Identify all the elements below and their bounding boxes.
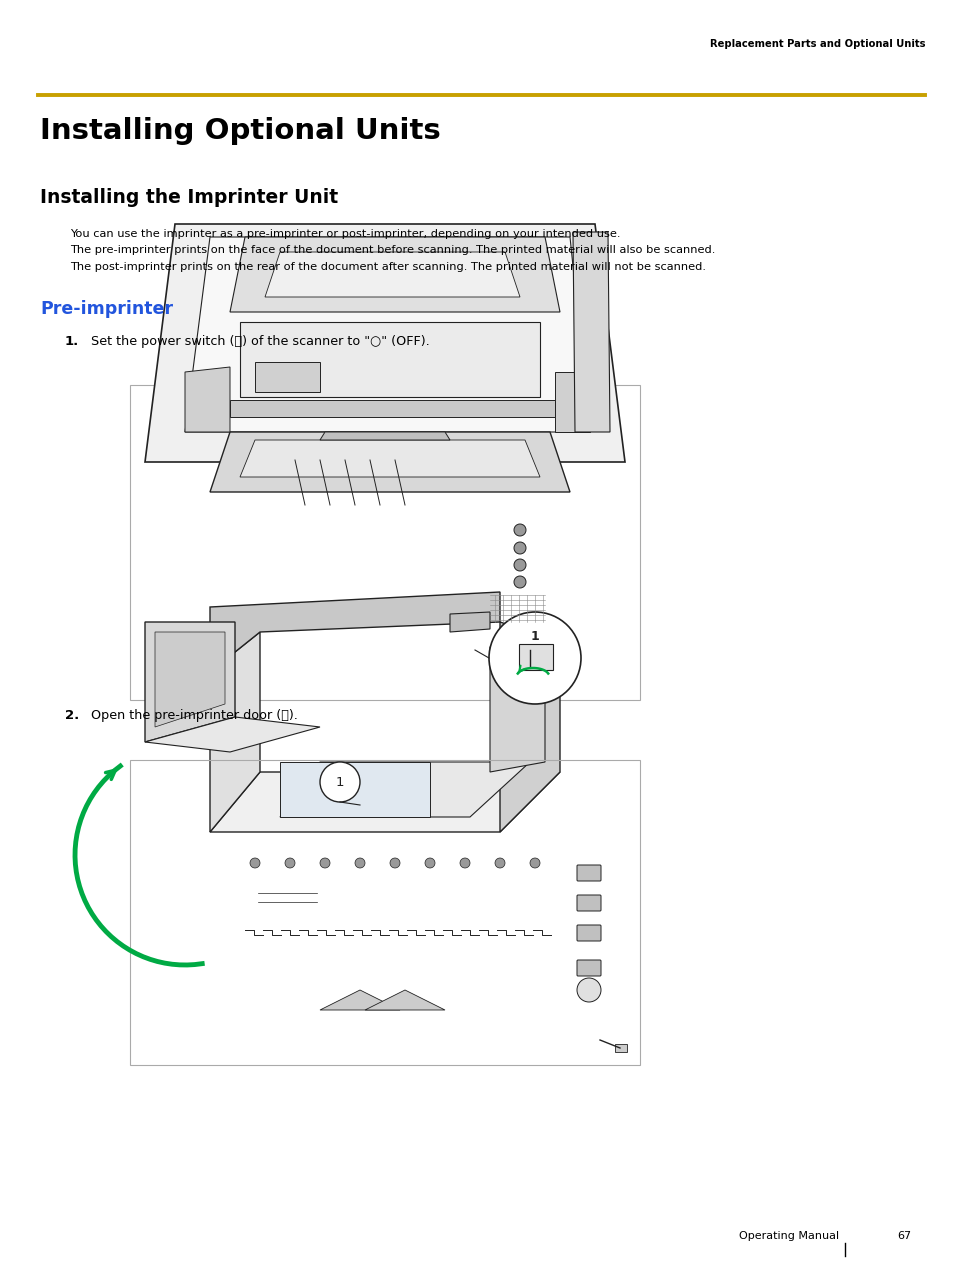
Polygon shape	[499, 622, 559, 832]
Polygon shape	[145, 622, 234, 742]
FancyBboxPatch shape	[577, 960, 600, 976]
Polygon shape	[518, 644, 553, 670]
Bar	[615, 1044, 626, 1052]
Polygon shape	[319, 432, 450, 440]
Circle shape	[424, 859, 435, 868]
Circle shape	[514, 558, 525, 571]
Circle shape	[489, 612, 580, 703]
Text: Replacement Parts and Optional Units: Replacement Parts and Optional Units	[709, 39, 924, 50]
Circle shape	[319, 762, 359, 803]
Circle shape	[250, 859, 260, 868]
Circle shape	[514, 542, 525, 555]
Circle shape	[577, 978, 600, 1002]
Polygon shape	[154, 632, 225, 728]
Circle shape	[319, 859, 330, 868]
Circle shape	[530, 859, 539, 868]
Polygon shape	[240, 322, 539, 397]
Text: Installing Optional Units: Installing Optional Units	[40, 117, 440, 145]
Polygon shape	[210, 591, 499, 672]
Circle shape	[285, 859, 294, 868]
Text: 1: 1	[530, 630, 538, 642]
Text: Set the power switch (Ⓟ) of the scanner to "○" (OFF).: Set the power switch (Ⓟ) of the scanner …	[91, 335, 429, 347]
Polygon shape	[319, 990, 399, 1010]
Circle shape	[459, 859, 470, 868]
Text: Operating Manual: Operating Manual	[739, 1231, 839, 1241]
Polygon shape	[280, 762, 530, 817]
Bar	[130, 385, 639, 700]
Polygon shape	[210, 432, 569, 492]
Text: The pre-imprinter prints on the face of the document before scanning. The printe: The pre-imprinter prints on the face of …	[70, 245, 714, 256]
Polygon shape	[555, 371, 589, 432]
Circle shape	[355, 859, 365, 868]
Polygon shape	[365, 990, 444, 1010]
Text: Open the pre-imprinter door (Ⓟ).: Open the pre-imprinter door (Ⓟ).	[91, 709, 297, 721]
FancyBboxPatch shape	[577, 925, 600, 941]
Polygon shape	[145, 717, 319, 752]
Polygon shape	[185, 368, 230, 432]
Text: 1: 1	[335, 776, 344, 789]
Polygon shape	[240, 440, 539, 477]
Circle shape	[495, 859, 504, 868]
Polygon shape	[254, 363, 319, 392]
FancyBboxPatch shape	[577, 865, 600, 881]
Polygon shape	[230, 237, 559, 312]
Circle shape	[514, 576, 525, 588]
Circle shape	[514, 524, 525, 536]
Circle shape	[390, 859, 399, 868]
Text: You can use the imprinter as a pre-imprinter or post-imprinter, depending on you: You can use the imprinter as a pre-impri…	[70, 229, 619, 239]
Polygon shape	[210, 632, 260, 832]
Text: 67: 67	[896, 1231, 910, 1241]
Polygon shape	[145, 224, 624, 462]
Polygon shape	[185, 237, 589, 432]
FancyBboxPatch shape	[577, 895, 600, 911]
Polygon shape	[210, 772, 559, 832]
Text: 1.: 1.	[65, 335, 79, 347]
Bar	[130, 759, 639, 1065]
Text: Pre-imprinter: Pre-imprinter	[40, 300, 172, 318]
Text: The post-imprinter prints on the rear of the document after scanning. The printe: The post-imprinter prints on the rear of…	[70, 262, 705, 272]
Polygon shape	[265, 252, 519, 296]
Polygon shape	[230, 399, 555, 417]
Polygon shape	[280, 762, 430, 817]
Text: Installing the Imprinter Unit: Installing the Imprinter Unit	[40, 188, 337, 207]
Polygon shape	[490, 642, 544, 772]
Polygon shape	[450, 612, 490, 632]
Polygon shape	[573, 232, 609, 432]
Text: 2.: 2.	[65, 709, 79, 721]
